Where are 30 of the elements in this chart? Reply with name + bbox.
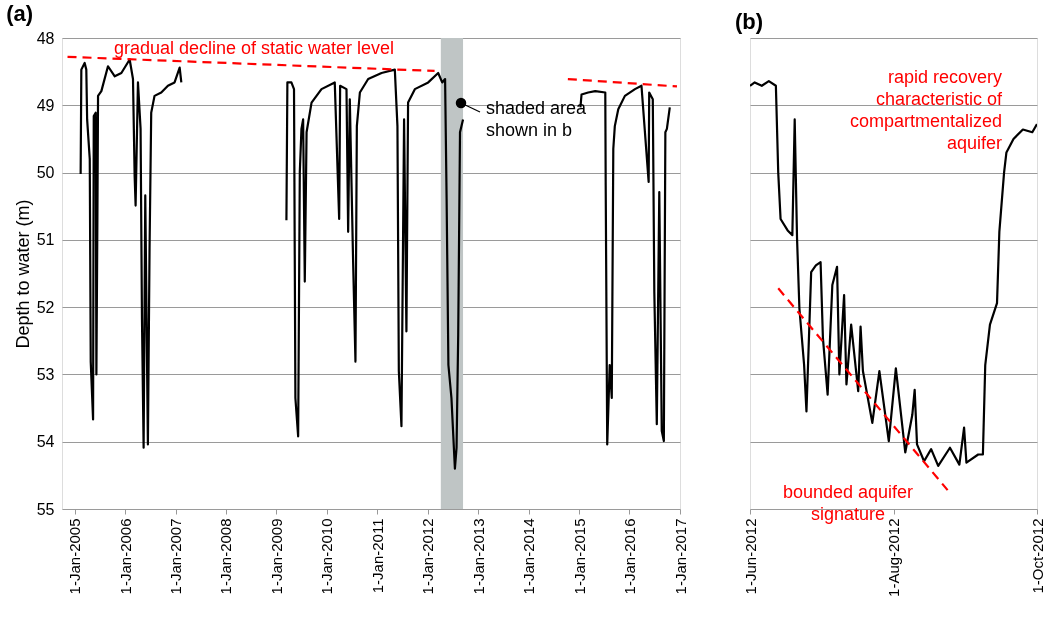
x-tick-label: 1-Jan-2008	[217, 518, 235, 595]
x-tick-label: 1-Jan-2017	[671, 518, 689, 595]
x-tick-label: 1-Jan-2015	[570, 518, 588, 595]
y-axis-title: Depth to water (m)	[12, 199, 33, 349]
x-tick-label: 1-Jan-2012	[419, 518, 437, 595]
x-tick-label: 1-Jan-2005	[66, 518, 84, 595]
chart-title: (b)	[735, 9, 764, 34]
annotation: shaded area shown in b	[486, 98, 588, 140]
y-tick-label: 54	[36, 433, 55, 451]
annotation: rapid recovery characteristic of compartmentalized aquifer	[849, 67, 1003, 153]
x-tick-label: 1-Jun-2012	[741, 518, 759, 595]
y-tick-label: 53	[36, 365, 55, 383]
chart-title: (a)	[6, 1, 34, 26]
y-tick-label: 48	[36, 29, 55, 47]
y-tick-label: 55	[36, 500, 55, 518]
y-tick-label: 52	[36, 298, 55, 316]
x-tick-label: 1-Jan-2009	[267, 518, 285, 595]
y-tick-label: 51	[36, 231, 55, 249]
y-tick-label: 49	[36, 96, 55, 114]
x-tick-label: 1-Oct-2012	[1028, 518, 1046, 594]
x-tick-label: 1-Jan-2016	[620, 518, 638, 595]
annotation: gradual decline of static water level	[113, 38, 395, 58]
x-tick-label: 1-Jan-2007	[167, 518, 185, 595]
x-tick-label: 1-Jan-2006	[116, 518, 134, 595]
x-tick-label: 1-Jan-2010	[318, 518, 336, 595]
x-tick-label: 1-Aug-2012	[885, 518, 902, 597]
x-tick-label: 1-Jan-2011	[368, 518, 386, 594]
y-tick-label: 50	[36, 164, 55, 182]
x-tick-label: 1-Jan-2014	[520, 518, 538, 595]
x-tick-label: 1-Jan-2013	[469, 518, 487, 595]
